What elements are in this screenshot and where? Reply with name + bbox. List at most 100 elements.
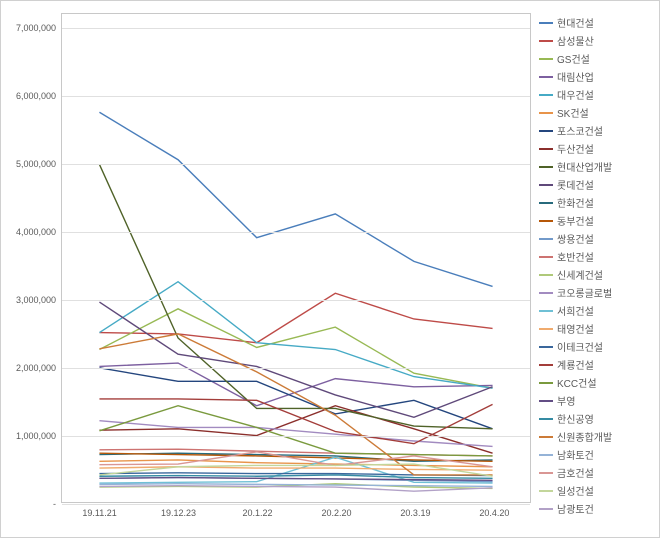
legend-item: 두산건설: [539, 141, 649, 156]
legend-swatch: [539, 76, 553, 78]
x-tick-label: 20.4.20: [479, 508, 509, 518]
series-line: [99, 406, 492, 453]
legend-swatch: [539, 202, 553, 204]
legend-label: 현대산업개발: [557, 159, 612, 174]
legend-label: 삼성물산: [557, 33, 594, 48]
y-tick-label: 7,000,000: [16, 23, 56, 33]
legend-item: KCC건설: [539, 375, 649, 390]
legend-label: 일성건설: [557, 483, 594, 498]
legend-item: 롯데건설: [539, 177, 649, 192]
legend-item: SK건설: [539, 105, 649, 120]
legend-item: 삼성물산: [539, 33, 649, 48]
series-line: [99, 112, 492, 286]
legend-item: 코오롱글로벌: [539, 285, 649, 300]
gridline-horizontal: [62, 96, 530, 97]
gridline-horizontal: [62, 436, 530, 437]
legend-swatch: [539, 490, 553, 492]
legend-item: 신원종합개발: [539, 429, 649, 444]
y-tick-label: 4,000,000: [16, 227, 56, 237]
legend-swatch: [539, 292, 553, 294]
legend-item: 쌍용건설: [539, 231, 649, 246]
legend-item: 태영건설: [539, 321, 649, 336]
y-tick-label: 3,000,000: [16, 295, 56, 305]
legend-item: 대우건설: [539, 87, 649, 102]
legend-swatch: [539, 112, 553, 114]
legend-swatch: [539, 148, 553, 150]
legend-label: 쌍용건설: [557, 231, 594, 246]
legend-label: 한신공영: [557, 411, 594, 426]
legend-swatch: [539, 166, 553, 168]
y-tick-label: 5,000,000: [16, 159, 56, 169]
y-tick-label: 2,000,000: [16, 363, 56, 373]
gridline-horizontal: [62, 28, 530, 29]
x-tick-label: 20.2.20: [321, 508, 351, 518]
legend-label: 호반건설: [557, 249, 594, 264]
legend-item: 현대산업개발: [539, 159, 649, 174]
gridline-horizontal: [62, 504, 530, 505]
chart-container: - 1,000,000 2,000,000 3,000,000 4,000,000 5,0…: [0, 0, 660, 538]
legend-label: 태영건설: [557, 321, 594, 336]
y-tick-label: 1,000,000: [16, 431, 56, 441]
legend-label: 신원종합개발: [557, 429, 612, 444]
legend-label: 이테크건설: [557, 339, 603, 354]
legend-swatch: [539, 382, 553, 384]
legend-item: 동부건설: [539, 213, 649, 228]
legend-item: 한신공영: [539, 411, 649, 426]
series-line: [99, 164, 492, 428]
legend-item: 한화건설: [539, 195, 649, 210]
legend-swatch: [539, 418, 553, 420]
legend-item: 신세계건설: [539, 267, 649, 282]
legend-swatch: [539, 238, 553, 240]
legend-swatch: [539, 328, 553, 330]
legend-item: 일성건설: [539, 483, 649, 498]
legend-swatch: [539, 184, 553, 186]
series-line: [99, 282, 492, 388]
legend-swatch: [539, 256, 553, 258]
legend-swatch: [539, 454, 553, 456]
legend-swatch: [539, 400, 553, 402]
gridline-horizontal: [62, 164, 530, 165]
plot-area: -1,000,0002,000,0003,000,0004,000,0005,0…: [61, 13, 531, 503]
legend-swatch: [539, 22, 553, 24]
legend-label: 서희건설: [557, 303, 594, 318]
x-tick-label: 19.11.21: [82, 508, 116, 518]
legend-label: 코오롱글로벌: [557, 285, 612, 300]
legend-swatch: [539, 58, 553, 60]
legend-swatch: [539, 40, 553, 42]
legend-item: 대림산업: [539, 69, 649, 84]
legend-item: 서희건설: [539, 303, 649, 318]
legend-label: GS건설: [557, 51, 590, 66]
legend-label: 포스코건설: [557, 123, 603, 138]
legend-label: 남화토건: [557, 447, 594, 462]
legend-item: 호반건설: [539, 249, 649, 264]
legend-item: 남광토건: [539, 501, 649, 516]
legend-item: GS건설: [539, 51, 649, 66]
y-tick-label: -: [53, 499, 56, 509]
legend-item: 현대건설: [539, 15, 649, 30]
legend-item: 이테크건설: [539, 339, 649, 354]
legend-swatch: [539, 472, 553, 474]
gridline-horizontal: [62, 368, 530, 369]
gridline-horizontal: [62, 300, 530, 301]
x-tick-label: 20.1.22: [243, 508, 273, 518]
legend-swatch: [539, 508, 553, 510]
x-tick-label: 19.12.23: [161, 508, 196, 518]
legend-swatch: [539, 220, 553, 222]
legend-swatch: [539, 274, 553, 276]
legend-swatch: [539, 436, 553, 438]
legend-item: 남화토건: [539, 447, 649, 462]
legend-label: SK건설: [557, 105, 589, 120]
legend-swatch: [539, 346, 553, 348]
legend-label: 롯데건설: [557, 177, 594, 192]
gridline-horizontal: [62, 232, 530, 233]
legend-swatch: [539, 94, 553, 96]
legend-swatch: [539, 364, 553, 366]
legend-swatch: [539, 130, 553, 132]
legend-item: 포스코건설: [539, 123, 649, 138]
legend-label: 두산건설: [557, 141, 594, 156]
legend-label: 남광토건: [557, 501, 594, 516]
legend-label: 신세계건설: [557, 267, 603, 282]
legend-label: 부영: [557, 393, 575, 408]
legend-item: 부영: [539, 393, 649, 408]
legend-item: 금호건설: [539, 465, 649, 480]
